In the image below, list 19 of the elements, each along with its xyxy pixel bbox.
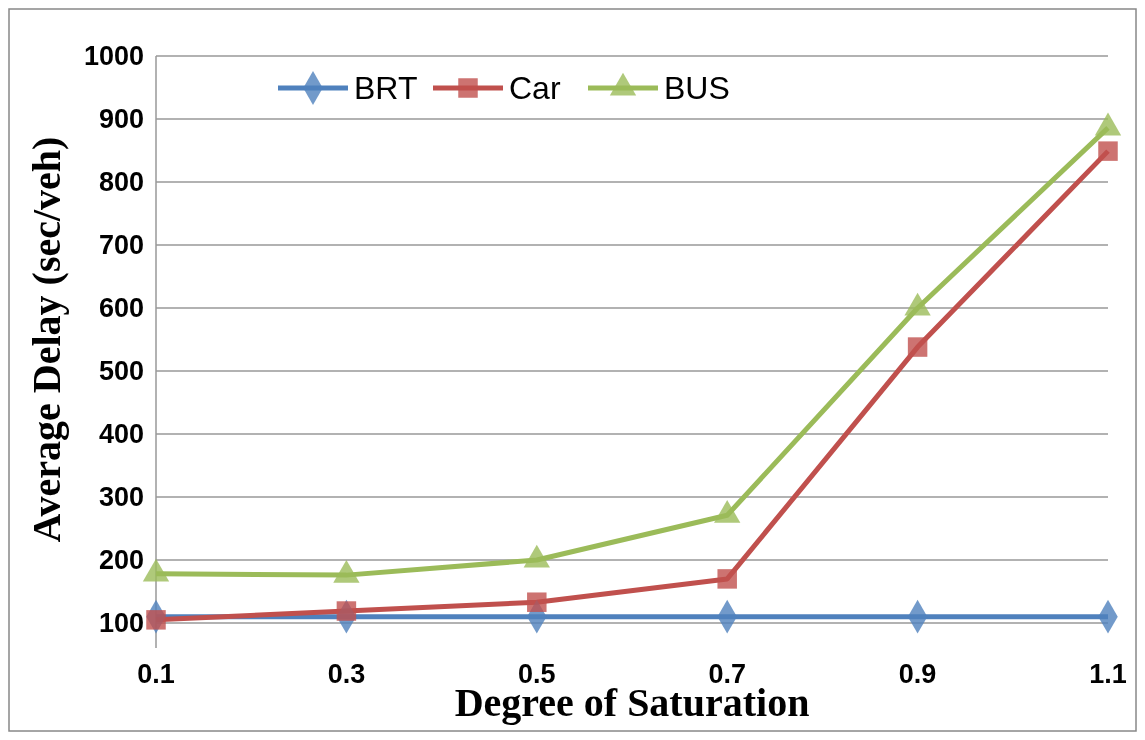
y-tick-label: 800 bbox=[98, 167, 144, 198]
y-tick-label: 300 bbox=[98, 482, 144, 513]
y-tick-label: 100 bbox=[98, 608, 144, 639]
y-tick-label: 500 bbox=[98, 356, 144, 387]
y-tick-label: 200 bbox=[98, 545, 144, 576]
x-tick-label: 0.1 bbox=[137, 659, 175, 689]
y-tick-label: 600 bbox=[98, 293, 144, 324]
legend-label: Car bbox=[509, 70, 561, 107]
x-tick-label: 0.7 bbox=[708, 659, 746, 689]
x-tick-label: 0.3 bbox=[327, 659, 366, 689]
y-tick-label: 900 bbox=[98, 104, 144, 135]
x-tick-label: 0.9 bbox=[898, 659, 937, 689]
x-tick-label: 1.1 bbox=[1089, 659, 1127, 689]
legend-label: BRT bbox=[354, 70, 418, 107]
y-tick-label: 700 bbox=[98, 230, 144, 261]
y-tick-label: 400 bbox=[98, 419, 144, 450]
y-axis-title: Average Delay (sec/veh) bbox=[24, 136, 69, 543]
legend-label: BUS bbox=[664, 70, 730, 107]
y-tick-label: 1000 bbox=[83, 41, 144, 72]
